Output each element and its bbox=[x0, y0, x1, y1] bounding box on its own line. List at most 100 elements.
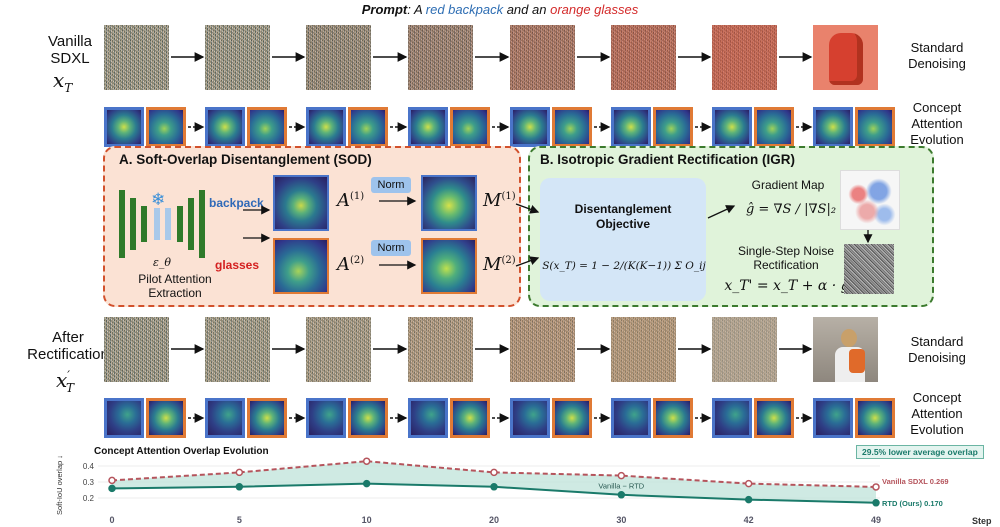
y-tick-label: 0.3 bbox=[83, 478, 95, 487]
attention-map-glasses-top bbox=[754, 107, 794, 147]
attention-map-backpack-top bbox=[611, 107, 651, 147]
token-glasses: glasses bbox=[215, 258, 260, 272]
attention-map-backpack-top bbox=[510, 107, 550, 147]
rectified-step-image-tint bbox=[408, 317, 473, 382]
x-tick-label: 42 bbox=[744, 515, 754, 525]
standard-denoising-label-bottom: Standard Denoising bbox=[908, 334, 966, 365]
attention-map-glasses-top bbox=[247, 107, 287, 147]
overlap-chart: Soft-IoU overlap ↓ 0.2 0.3 0.4 0 5 10 20 30 42 49 S… bbox=[55, 455, 992, 526]
vanilla-step-image bbox=[205, 25, 270, 90]
vanilla-end-label: Vanilla SDXL 0.269 bbox=[882, 477, 949, 486]
unet-diagram bbox=[119, 190, 205, 258]
rectified-step-image bbox=[611, 317, 676, 382]
prompt-colon: : A bbox=[407, 2, 426, 17]
person-head-shape bbox=[841, 329, 857, 347]
pilot-line1: Pilot Attention bbox=[138, 272, 212, 286]
bottom-row-math: x′T bbox=[56, 368, 75, 395]
a2-symbol: A(2) bbox=[337, 254, 364, 275]
attention-map-backpack-top bbox=[306, 107, 346, 147]
gap-annotation: Vanilla − RTD bbox=[598, 481, 644, 490]
attention-map-glasses-bottom bbox=[450, 398, 490, 438]
attention-map-glasses-bottom bbox=[552, 398, 592, 438]
vanilla-step-image bbox=[611, 25, 676, 90]
gradient-map-image bbox=[840, 170, 900, 230]
panel-sod-title: A. Soft-Overlap Disentanglement (SOD) bbox=[119, 152, 372, 167]
attention-map-backpack-bottom bbox=[813, 398, 853, 438]
attention-map-backpack-top bbox=[813, 107, 853, 147]
rtd-point bbox=[617, 491, 626, 499]
attention-map-glasses-bottom bbox=[348, 398, 388, 438]
attention-map-glasses-top bbox=[653, 107, 693, 147]
top-row-math: xT bbox=[53, 68, 73, 95]
rectified-step-image bbox=[205, 317, 270, 382]
rectified-step-image bbox=[306, 317, 371, 382]
backpack-shape-2 bbox=[849, 349, 865, 373]
x-axis-label: Step bbox=[972, 516, 992, 526]
concept-label-line1-b: Concept bbox=[912, 390, 962, 405]
a1-letter: A bbox=[337, 190, 350, 211]
prompt-and: and an bbox=[503, 2, 551, 17]
m1-sup: (1) bbox=[501, 191, 516, 202]
vanilla-point bbox=[617, 471, 626, 480]
gradient-map-label: Gradient Map bbox=[751, 178, 825, 192]
attention-map-glasses-top bbox=[450, 107, 490, 147]
x-tick-label: 49 bbox=[871, 515, 881, 525]
objective-title: Disentanglement Objective bbox=[540, 202, 706, 232]
vanilla-point bbox=[235, 468, 244, 477]
x-tick-label: 5 bbox=[237, 515, 242, 525]
prompt-object-1: red backpack bbox=[425, 2, 504, 17]
attention-map-glasses-top bbox=[348, 107, 388, 147]
norm-box-1: Norm bbox=[371, 177, 411, 193]
rectified-step-image-tint bbox=[510, 317, 575, 382]
prompt-lead: Prompt bbox=[361, 2, 408, 17]
vanilla-step-image-tint bbox=[712, 25, 777, 90]
attention-map-backpack-top bbox=[712, 107, 752, 147]
vanilla-point bbox=[872, 483, 880, 491]
concept-label-line2: Attention bbox=[911, 116, 963, 131]
concept-label-line3-b: Evolution bbox=[910, 422, 964, 437]
panel-sod: A. Soft-Overlap Disentanglement (SOD) ❄ … bbox=[103, 146, 521, 307]
attention-map-backpack-top bbox=[104, 107, 144, 147]
rtd-point bbox=[490, 483, 498, 491]
x-tick-label: 0 bbox=[109, 515, 114, 525]
bottom-row-label-line1: After bbox=[52, 329, 84, 346]
attention-map-backpack-bottom bbox=[408, 398, 448, 438]
attention-map-glasses-bottom bbox=[754, 398, 794, 438]
panel-igr: B. Isotropic Gradient Rectification (IGR… bbox=[528, 146, 934, 307]
vanilla-point bbox=[490, 468, 498, 477]
attention-map-backpack-bottom bbox=[510, 398, 550, 438]
attention-map-m1 bbox=[421, 175, 477, 231]
attention-map-a2 bbox=[273, 238, 329, 294]
y-tick-label: 0.2 bbox=[83, 494, 95, 503]
rectified-step-image-tint bbox=[205, 317, 270, 382]
m2-sup: (2) bbox=[501, 255, 516, 266]
objective-line1: Disentanglement bbox=[574, 202, 672, 216]
noise-line2: Rectification bbox=[753, 258, 819, 272]
vanilla-point bbox=[744, 479, 753, 488]
rectified-step-image bbox=[712, 317, 777, 382]
rtd-point bbox=[872, 499, 880, 507]
backpack-shape bbox=[829, 33, 863, 85]
x-tick-label: 30 bbox=[616, 515, 626, 525]
rtd-point bbox=[108, 484, 116, 493]
vanilla-final-image bbox=[813, 25, 878, 90]
attention-map-glasses-top bbox=[146, 107, 186, 147]
vanilla-step-image bbox=[408, 25, 473, 90]
bottom-row-label: After Rectification bbox=[18, 329, 118, 363]
rectified-final-image bbox=[813, 317, 878, 382]
a1-symbol: A(1) bbox=[337, 190, 364, 211]
top-row-label-line1: Vanilla bbox=[48, 33, 92, 50]
attention-map-glasses-bottom bbox=[146, 398, 186, 438]
m2-symbol: M(2) bbox=[483, 254, 516, 275]
attention-map-backpack-bottom bbox=[712, 398, 752, 438]
attention-map-backpack-top bbox=[205, 107, 245, 147]
rectified-step-image-tint bbox=[306, 317, 371, 382]
attention-map-backpack-bottom bbox=[611, 398, 651, 438]
a2-letter: A bbox=[337, 254, 350, 275]
concept-attention-label-bottom: Concept Attention Evolution bbox=[895, 390, 979, 438]
m2-letter: M bbox=[483, 254, 502, 275]
rectified-step-image bbox=[510, 317, 575, 382]
gradient-formula: ĝ = ∇S / |∇S|₂ bbox=[745, 202, 837, 217]
rectified-step-image bbox=[408, 317, 473, 382]
